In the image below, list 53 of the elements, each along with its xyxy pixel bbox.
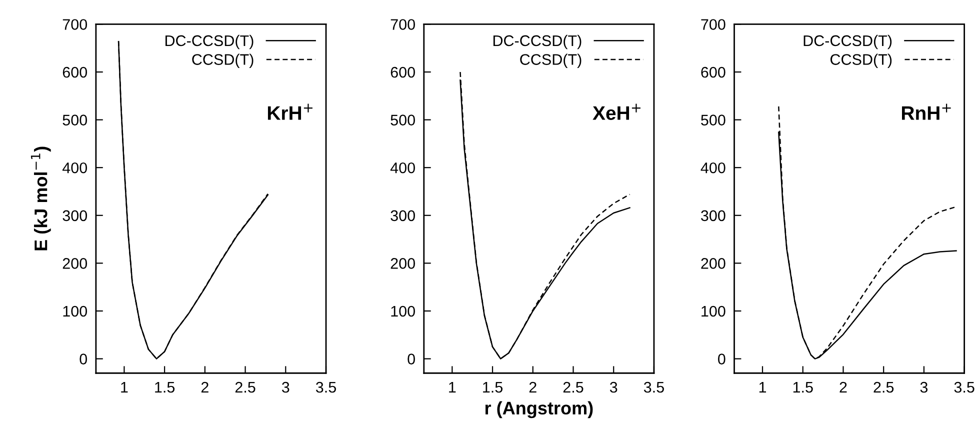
x-tick-label: 2 bbox=[529, 382, 536, 393]
y-tick-label: 100 bbox=[702, 306, 726, 317]
y-tick-label: 400 bbox=[700, 162, 726, 174]
y-tick-label: 700 bbox=[701, 19, 726, 30]
y-tick-label: 500 bbox=[390, 114, 415, 126]
x-tick-label: 2 bbox=[840, 382, 847, 393]
x-axis-title: r (Angstrom) bbox=[485, 401, 593, 418]
legend-label: CCSD(T) bbox=[520, 54, 582, 68]
y-tick-label: 300 bbox=[62, 210, 88, 222]
y-tick-label: 0 bbox=[408, 354, 415, 364]
y-axis-title: E (kJ mol$^{−1}$) bbox=[30, 146, 51, 250]
y-tick-label: 700 bbox=[62, 19, 88, 30]
y-tick-label: 100 bbox=[63, 306, 88, 317]
annotation: XeH$^{+}$ bbox=[592, 104, 640, 120]
y-tick-label: 0 bbox=[80, 354, 88, 364]
y-tick-label: 600 bbox=[701, 66, 726, 78]
y-tick-label: 700 bbox=[390, 19, 415, 30]
x-tick-label: 2 bbox=[201, 382, 208, 393]
x-tick-label: 3.5 bbox=[644, 382, 664, 393]
x-tick-label: 3 bbox=[610, 382, 618, 393]
y-tick-label: 0 bbox=[718, 354, 726, 364]
x-tick-label: 2.5 bbox=[874, 382, 894, 393]
legend-label: DC-CCSD(T) bbox=[166, 34, 254, 50]
y-tick-label: 200 bbox=[390, 258, 415, 269]
annotation: KrH$^{+}$ bbox=[268, 104, 312, 120]
y-tick-label: 200 bbox=[701, 258, 726, 269]
y-tick-label: 300 bbox=[701, 210, 726, 222]
y-tick-label: 400 bbox=[62, 162, 88, 174]
x-tick-label: 3.5 bbox=[316, 382, 336, 393]
x-tick-label: 2.5 bbox=[563, 382, 584, 393]
x-tick-label: 1 bbox=[759, 382, 766, 393]
legend-label: DC-CCSD(T) bbox=[804, 34, 892, 50]
legend-label: CCSD(T) bbox=[830, 54, 892, 68]
y-tick-label: 400 bbox=[390, 162, 415, 174]
x-tick-label: 1 bbox=[449, 382, 456, 393]
x-tick-label: 2.5 bbox=[235, 382, 256, 393]
y-tick-label: 600 bbox=[62, 66, 88, 78]
x-tick-label: 1.5 bbox=[155, 382, 175, 393]
y-tick-label: 500 bbox=[701, 114, 726, 126]
x-tick-label: 1.5 bbox=[793, 382, 813, 393]
y-tick-label: 100 bbox=[391, 306, 415, 317]
y-tick-label: 200 bbox=[62, 258, 88, 269]
y-tick-label: 600 bbox=[390, 66, 415, 78]
x-tick-label: 3 bbox=[920, 382, 928, 393]
x-tick-label: 1 bbox=[121, 382, 128, 393]
y-tick-label: 500 bbox=[62, 114, 88, 126]
x-tick-label: 3 bbox=[282, 382, 290, 393]
legend-label: DC-CCSD(T) bbox=[493, 34, 582, 50]
x-tick-label: 3.5 bbox=[954, 382, 974, 393]
annotation: RnH$^{+}$ bbox=[902, 104, 951, 120]
x-tick-label: 1.5 bbox=[483, 382, 502, 393]
y-tick-label: 300 bbox=[390, 210, 415, 222]
legend-label: CCSD(T) bbox=[192, 54, 254, 68]
